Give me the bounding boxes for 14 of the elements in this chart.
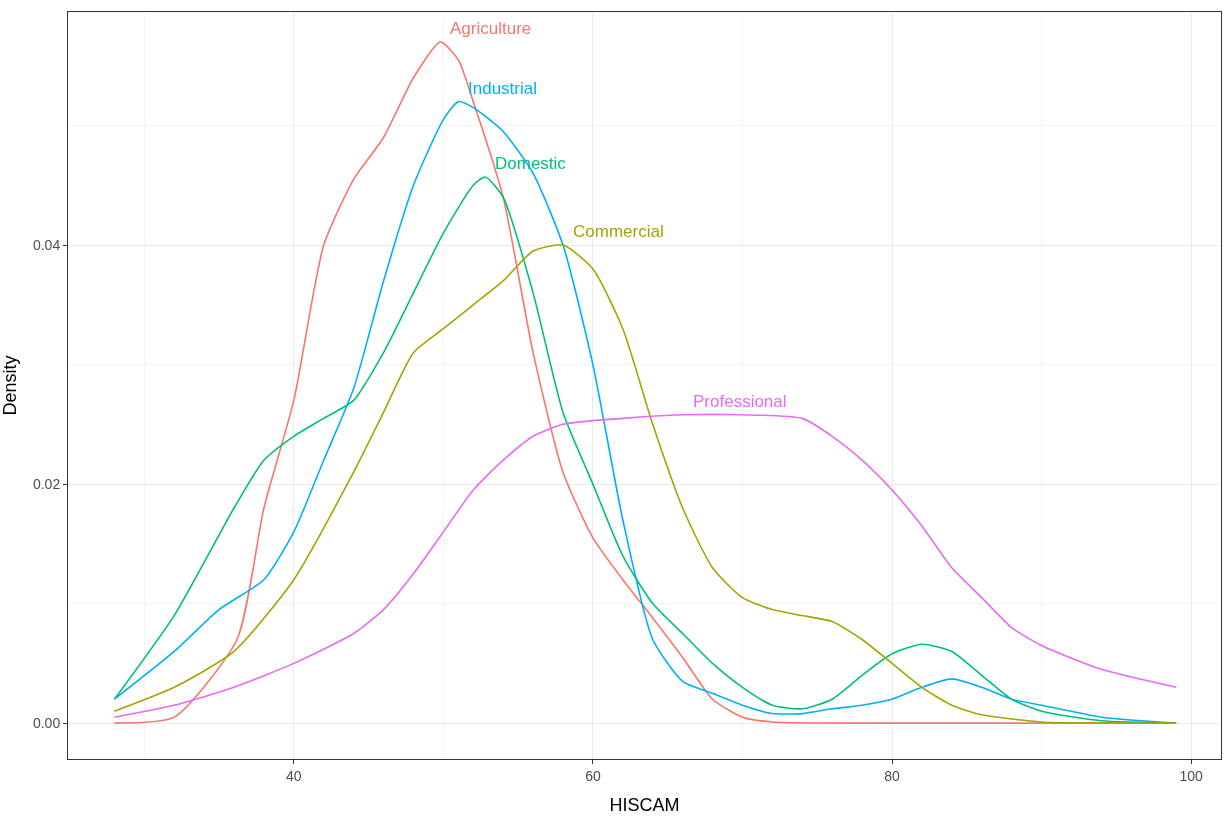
series-label: Agriculture: [450, 19, 532, 38]
y-tick-label: 0.02: [32, 476, 61, 492]
x-tick-label: 60: [585, 767, 601, 784]
series-label: Commercial: [573, 222, 664, 241]
x-tick-label: 40: [286, 767, 302, 784]
line-series: [113, 413, 1177, 718]
x-axis-title: HISCAM: [609, 794, 680, 815]
x-tick-label: 100: [1179, 767, 1203, 784]
y-tick-label: 0.04: [32, 236, 61, 253]
y-axis-title: Density: [0, 355, 20, 416]
x-tick-label: 80: [884, 767, 900, 784]
y-tick-label: 0.00: [32, 715, 61, 732]
series-label: Industrial: [468, 79, 537, 98]
series-label: Professional: [693, 392, 787, 411]
